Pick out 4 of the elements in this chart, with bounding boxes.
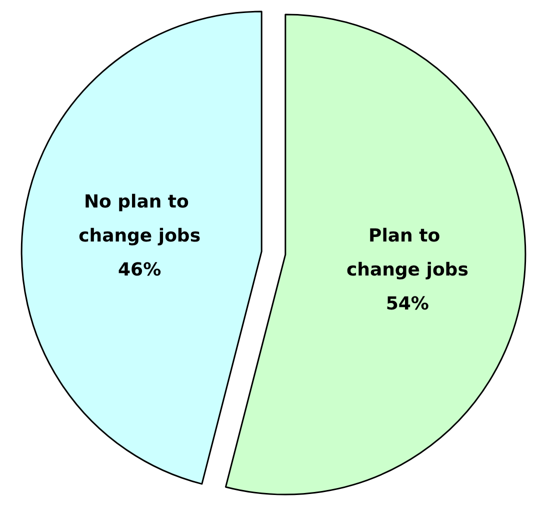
slice-label: Plan to change jobs bbox=[346, 225, 468, 280]
slice-label: No plan to change jobs bbox=[78, 192, 201, 247]
data-label: 54% bbox=[386, 293, 429, 314]
data-label: 46% bbox=[118, 260, 162, 281]
